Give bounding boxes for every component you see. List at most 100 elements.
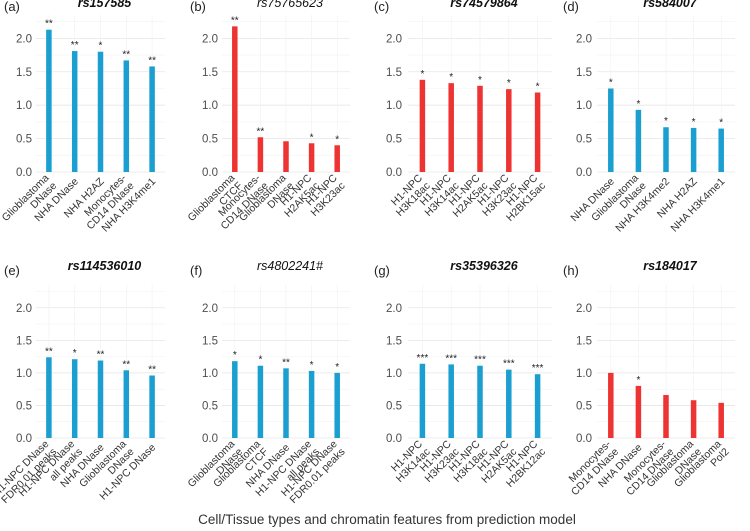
chart-panel-g: 0.00.51.01.52.0***H1-NPCH3K14ac***H1-NPC… [374, 259, 552, 490]
bar [718, 402, 724, 438]
chart-panel-b: 0.00.51.01.52.0**GlioblastomaCTCF**Monoc… [186, 0, 350, 232]
bar [419, 363, 426, 438]
bar [419, 79, 426, 172]
bar [663, 395, 669, 438]
significance-label: * [664, 116, 668, 127]
y-tick-label: 1.5 [386, 67, 402, 79]
y-tick-label: 2.0 [386, 303, 402, 315]
y-tick-label: 0.0 [576, 433, 592, 445]
y-tick-label: 1.5 [16, 335, 32, 347]
panel-label: (e) [4, 263, 20, 278]
significance-label: ** [122, 359, 130, 370]
significance-label: ** [71, 40, 79, 51]
y-tick-label: 0.0 [16, 167, 32, 179]
chart-title: rs75765623 [257, 0, 323, 10]
significance-label: ** [97, 350, 105, 361]
significance-label: * [99, 41, 103, 52]
significance-label: * [335, 134, 339, 145]
bar [635, 109, 642, 172]
significance-label: * [536, 81, 540, 92]
y-tick-label: 1.5 [576, 335, 592, 347]
y-tick-label: 2.0 [576, 33, 592, 45]
bar [257, 365, 264, 438]
bar [46, 29, 52, 172]
bar [123, 60, 130, 172]
significance-label: * [73, 348, 77, 359]
bar [149, 375, 155, 438]
bar [334, 145, 340, 172]
y-tick-label: 2.0 [202, 303, 218, 315]
significance-label: ** [45, 346, 53, 357]
chart-title: rs584007 [643, 0, 698, 10]
y-tick-label: 0.5 [386, 400, 402, 412]
y-tick-label: 0.0 [386, 167, 402, 179]
significance-label: * [507, 78, 511, 89]
y-tick-label: 0.5 [16, 134, 32, 146]
y-tick-label: 0.0 [202, 433, 218, 445]
significance-label: *** [474, 355, 486, 366]
panel-label: (b) [190, 0, 206, 14]
significance-label: ** [45, 19, 53, 30]
panel-label: (g) [374, 263, 390, 278]
significance-label: * [233, 350, 237, 361]
y-tick-label: 1.0 [16, 368, 32, 380]
y-tick-label: 0.5 [202, 400, 218, 412]
significance-label: * [478, 75, 482, 86]
bar [534, 92, 541, 172]
bar [448, 364, 454, 438]
significance-label: * [258, 355, 262, 366]
y-tick-label: 2.0 [386, 33, 402, 45]
panel-label: (h) [563, 263, 579, 278]
significance-label: *** [417, 353, 429, 364]
y-tick-label: 0.0 [576, 167, 592, 179]
figure-caption: Cell/Tissue types and chromatin features… [198, 512, 576, 527]
y-tick-label: 2.0 [576, 303, 592, 315]
chart-title: rs4802241# [257, 259, 324, 273]
bar [506, 369, 512, 438]
significance-label: ** [231, 15, 239, 26]
bar [97, 51, 104, 172]
y-tick-label: 0.5 [576, 400, 592, 412]
bar [97, 360, 104, 438]
chart-title: rs157585 [78, 0, 133, 10]
y-tick-label: 1.5 [202, 67, 218, 79]
significance-label: *** [445, 353, 457, 364]
y-tick-label: 0.5 [576, 134, 592, 146]
significance-label: ** [282, 357, 290, 368]
bar [123, 370, 130, 438]
y-tick-label: 1.0 [576, 100, 592, 112]
bar [718, 128, 724, 172]
bar [690, 127, 697, 172]
bar [506, 89, 512, 172]
bar [283, 141, 289, 172]
significance-label: ** [257, 126, 265, 137]
significance-label: * [636, 375, 640, 386]
significance-label: * [310, 360, 314, 371]
bar [608, 372, 614, 438]
bar [257, 137, 264, 172]
significance-label: * [719, 118, 723, 129]
bar [232, 26, 238, 172]
chart-title: rs35396326 [450, 259, 518, 273]
bar [71, 359, 78, 438]
significance-label: * [609, 77, 613, 88]
significance-label: * [420, 69, 424, 80]
y-tick-label: 1.0 [202, 368, 218, 380]
chart-title: rs184017 [643, 259, 698, 273]
y-tick-label: 1.0 [576, 368, 592, 380]
significance-label: ** [122, 49, 130, 60]
y-tick-label: 1.5 [386, 335, 402, 347]
panel-label: (d) [563, 0, 579, 14]
significance-label: *** [532, 363, 544, 374]
y-tick-label: 0.5 [386, 134, 402, 146]
chart-title: rs74579864 [450, 0, 517, 10]
y-tick-label: 0.5 [16, 400, 32, 412]
y-tick-label: 0.0 [16, 433, 32, 445]
bar [635, 385, 642, 438]
y-tick-label: 2.0 [202, 33, 218, 45]
y-tick-label: 0.0 [202, 167, 218, 179]
significance-label: *** [503, 359, 515, 370]
panel-label: (c) [374, 0, 389, 14]
